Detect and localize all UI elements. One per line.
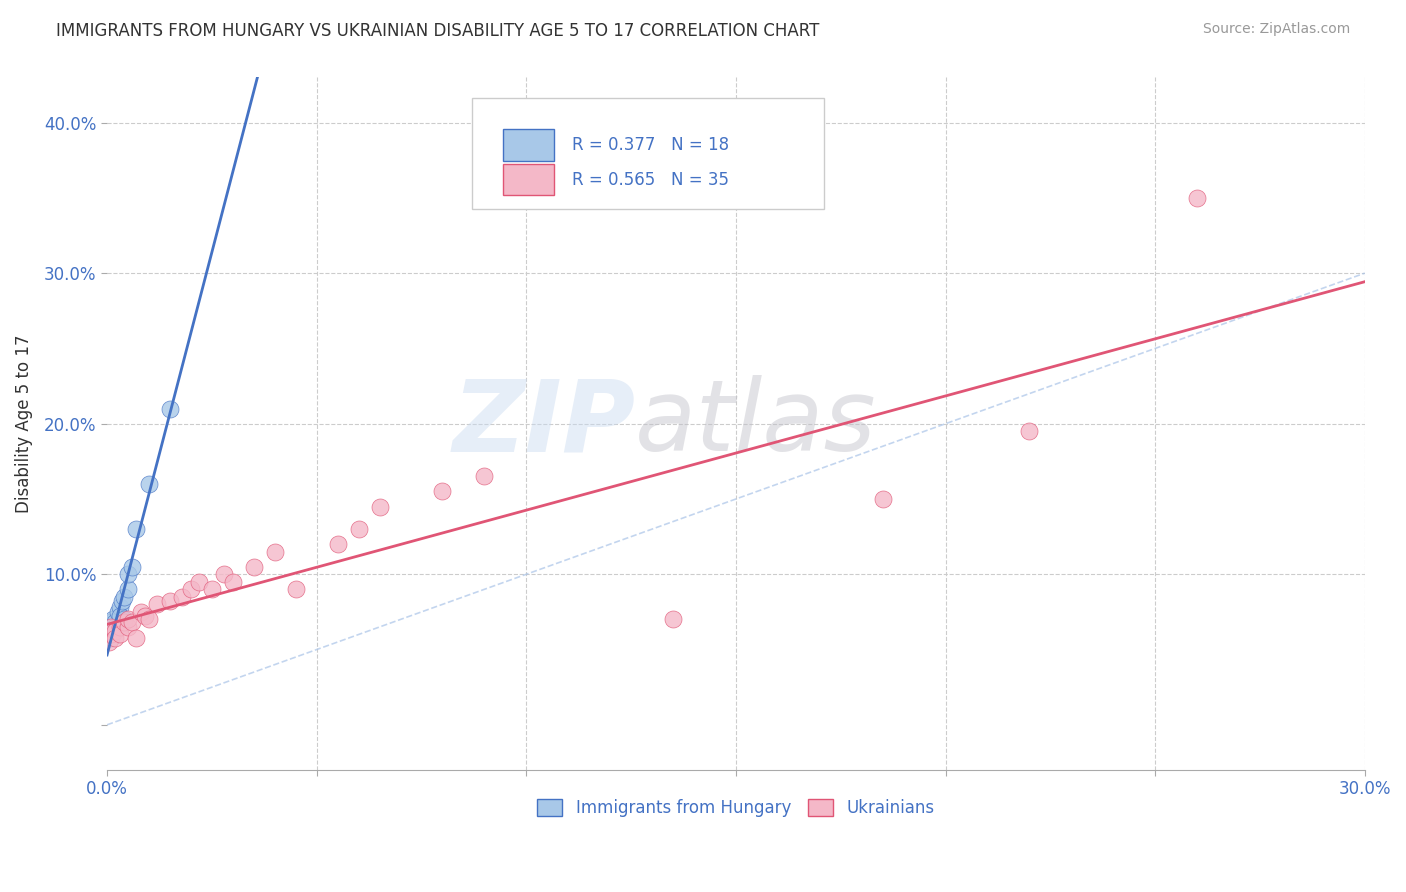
Point <box>108 620 131 634</box>
Point <box>117 612 139 626</box>
Point <box>242 559 264 574</box>
Point <box>117 620 139 634</box>
Point <box>111 594 134 608</box>
Point <box>326 537 349 551</box>
Text: R = 0.565   N = 35: R = 0.565 N = 35 <box>572 170 730 188</box>
Point <box>117 567 139 582</box>
Point <box>108 600 131 615</box>
Text: atlas: atlas <box>636 376 877 472</box>
Point <box>125 522 148 536</box>
Point <box>100 620 122 634</box>
Text: Source: ZipAtlas.com: Source: ZipAtlas.com <box>1202 22 1350 37</box>
Point <box>98 624 121 639</box>
Point <box>117 582 139 597</box>
Point <box>201 582 224 597</box>
Point <box>872 491 894 506</box>
Point <box>104 620 127 634</box>
Point <box>104 615 127 630</box>
Point <box>100 615 122 630</box>
Point <box>1018 424 1040 438</box>
Point <box>125 631 148 645</box>
Point <box>368 500 391 514</box>
FancyBboxPatch shape <box>503 129 554 161</box>
Point <box>108 627 131 641</box>
Point <box>214 567 236 582</box>
Point <box>172 590 194 604</box>
Point <box>100 627 122 641</box>
Point <box>104 624 127 639</box>
Text: IMMIGRANTS FROM HUNGARY VS UKRAINIAN DISABILITY AGE 5 TO 17 CORRELATION CHART: IMMIGRANTS FROM HUNGARY VS UKRAINIAN DIS… <box>56 22 820 40</box>
Point <box>180 582 202 597</box>
Point <box>138 612 160 626</box>
Point <box>347 522 370 536</box>
Point <box>1185 191 1208 205</box>
Point <box>129 605 152 619</box>
Point <box>284 582 307 597</box>
Text: ZIP: ZIP <box>453 376 636 472</box>
Point <box>112 612 135 626</box>
Point <box>103 612 125 626</box>
Point <box>98 635 121 649</box>
Point <box>121 559 143 574</box>
Point <box>112 615 135 630</box>
FancyBboxPatch shape <box>472 98 824 209</box>
Point <box>146 598 169 612</box>
Point <box>112 590 135 604</box>
Legend: Immigrants from Hungary, Ukrainians: Immigrants from Hungary, Ukrainians <box>531 792 941 824</box>
Point <box>159 401 181 416</box>
Point <box>108 609 131 624</box>
Point <box>432 484 454 499</box>
Point <box>222 574 245 589</box>
Point <box>121 615 143 630</box>
Point <box>159 594 181 608</box>
Point <box>138 477 160 491</box>
Point <box>107 605 129 619</box>
Point <box>100 631 122 645</box>
Point <box>188 574 211 589</box>
Point <box>662 612 685 626</box>
Point <box>104 631 127 645</box>
Text: R = 0.377   N = 18: R = 0.377 N = 18 <box>572 136 730 154</box>
Point <box>134 609 156 624</box>
Point <box>472 469 495 483</box>
FancyBboxPatch shape <box>503 164 554 195</box>
Point <box>263 544 285 558</box>
Y-axis label: Disability Age 5 to 17: Disability Age 5 to 17 <box>15 334 32 513</box>
